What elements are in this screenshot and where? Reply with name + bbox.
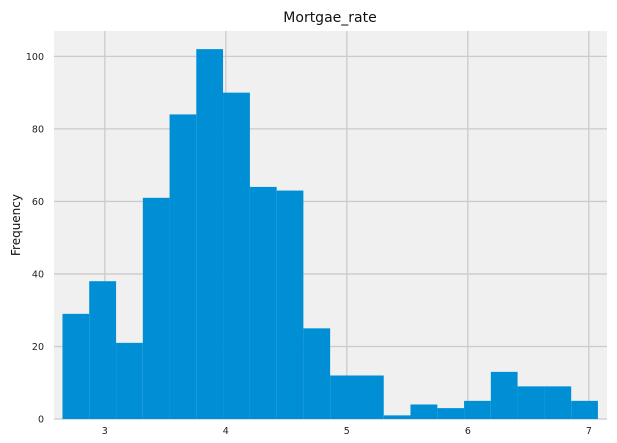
- histogram-bar: [383, 415, 411, 419]
- histogram-bar: [249, 186, 277, 419]
- histogram-bar: [571, 400, 598, 419]
- x-tick-label: 5: [344, 426, 350, 437]
- histogram-bar: [89, 281, 117, 419]
- y-axis-label: Frequency: [9, 194, 23, 256]
- y-tick-label: 80: [32, 124, 44, 135]
- x-tick-label: 3: [102, 426, 108, 437]
- histogram-bars: [62, 49, 598, 420]
- y-tick-label: 0: [38, 415, 44, 426]
- histogram-bar: [142, 197, 170, 419]
- histogram-bar: [330, 375, 358, 419]
- chart-title: Mortgae_rate: [283, 10, 376, 26]
- histogram-bar: [223, 92, 250, 419]
- y-axis-ticks: 0 20 40 60 80 100: [26, 52, 44, 426]
- y-tick-label: 100: [26, 52, 44, 63]
- histogram-bar: [116, 342, 143, 419]
- x-axis-ticks: 3 4 5 6 7: [102, 426, 592, 437]
- histogram-bar: [517, 386, 545, 419]
- histogram-bar: [62, 313, 90, 419]
- y-tick-label: 60: [32, 197, 44, 208]
- histogram-bar: [276, 190, 304, 419]
- histogram-bar: [357, 375, 384, 419]
- histogram-bar: [544, 386, 572, 419]
- x-tick-label: 7: [586, 426, 592, 437]
- histogram-bar: [437, 408, 465, 419]
- histogram-bar: [196, 49, 224, 420]
- histogram-bar: [464, 400, 491, 419]
- y-tick-label: 40: [32, 269, 44, 280]
- y-tick-label: 20: [32, 342, 44, 353]
- histogram-bar: [490, 371, 518, 419]
- histogram-bar: [410, 404, 438, 419]
- histogram-bar: [303, 328, 331, 419]
- x-tick-label: 6: [465, 426, 471, 437]
- x-tick-label: 4: [223, 426, 229, 437]
- histogram-bar: [169, 114, 197, 420]
